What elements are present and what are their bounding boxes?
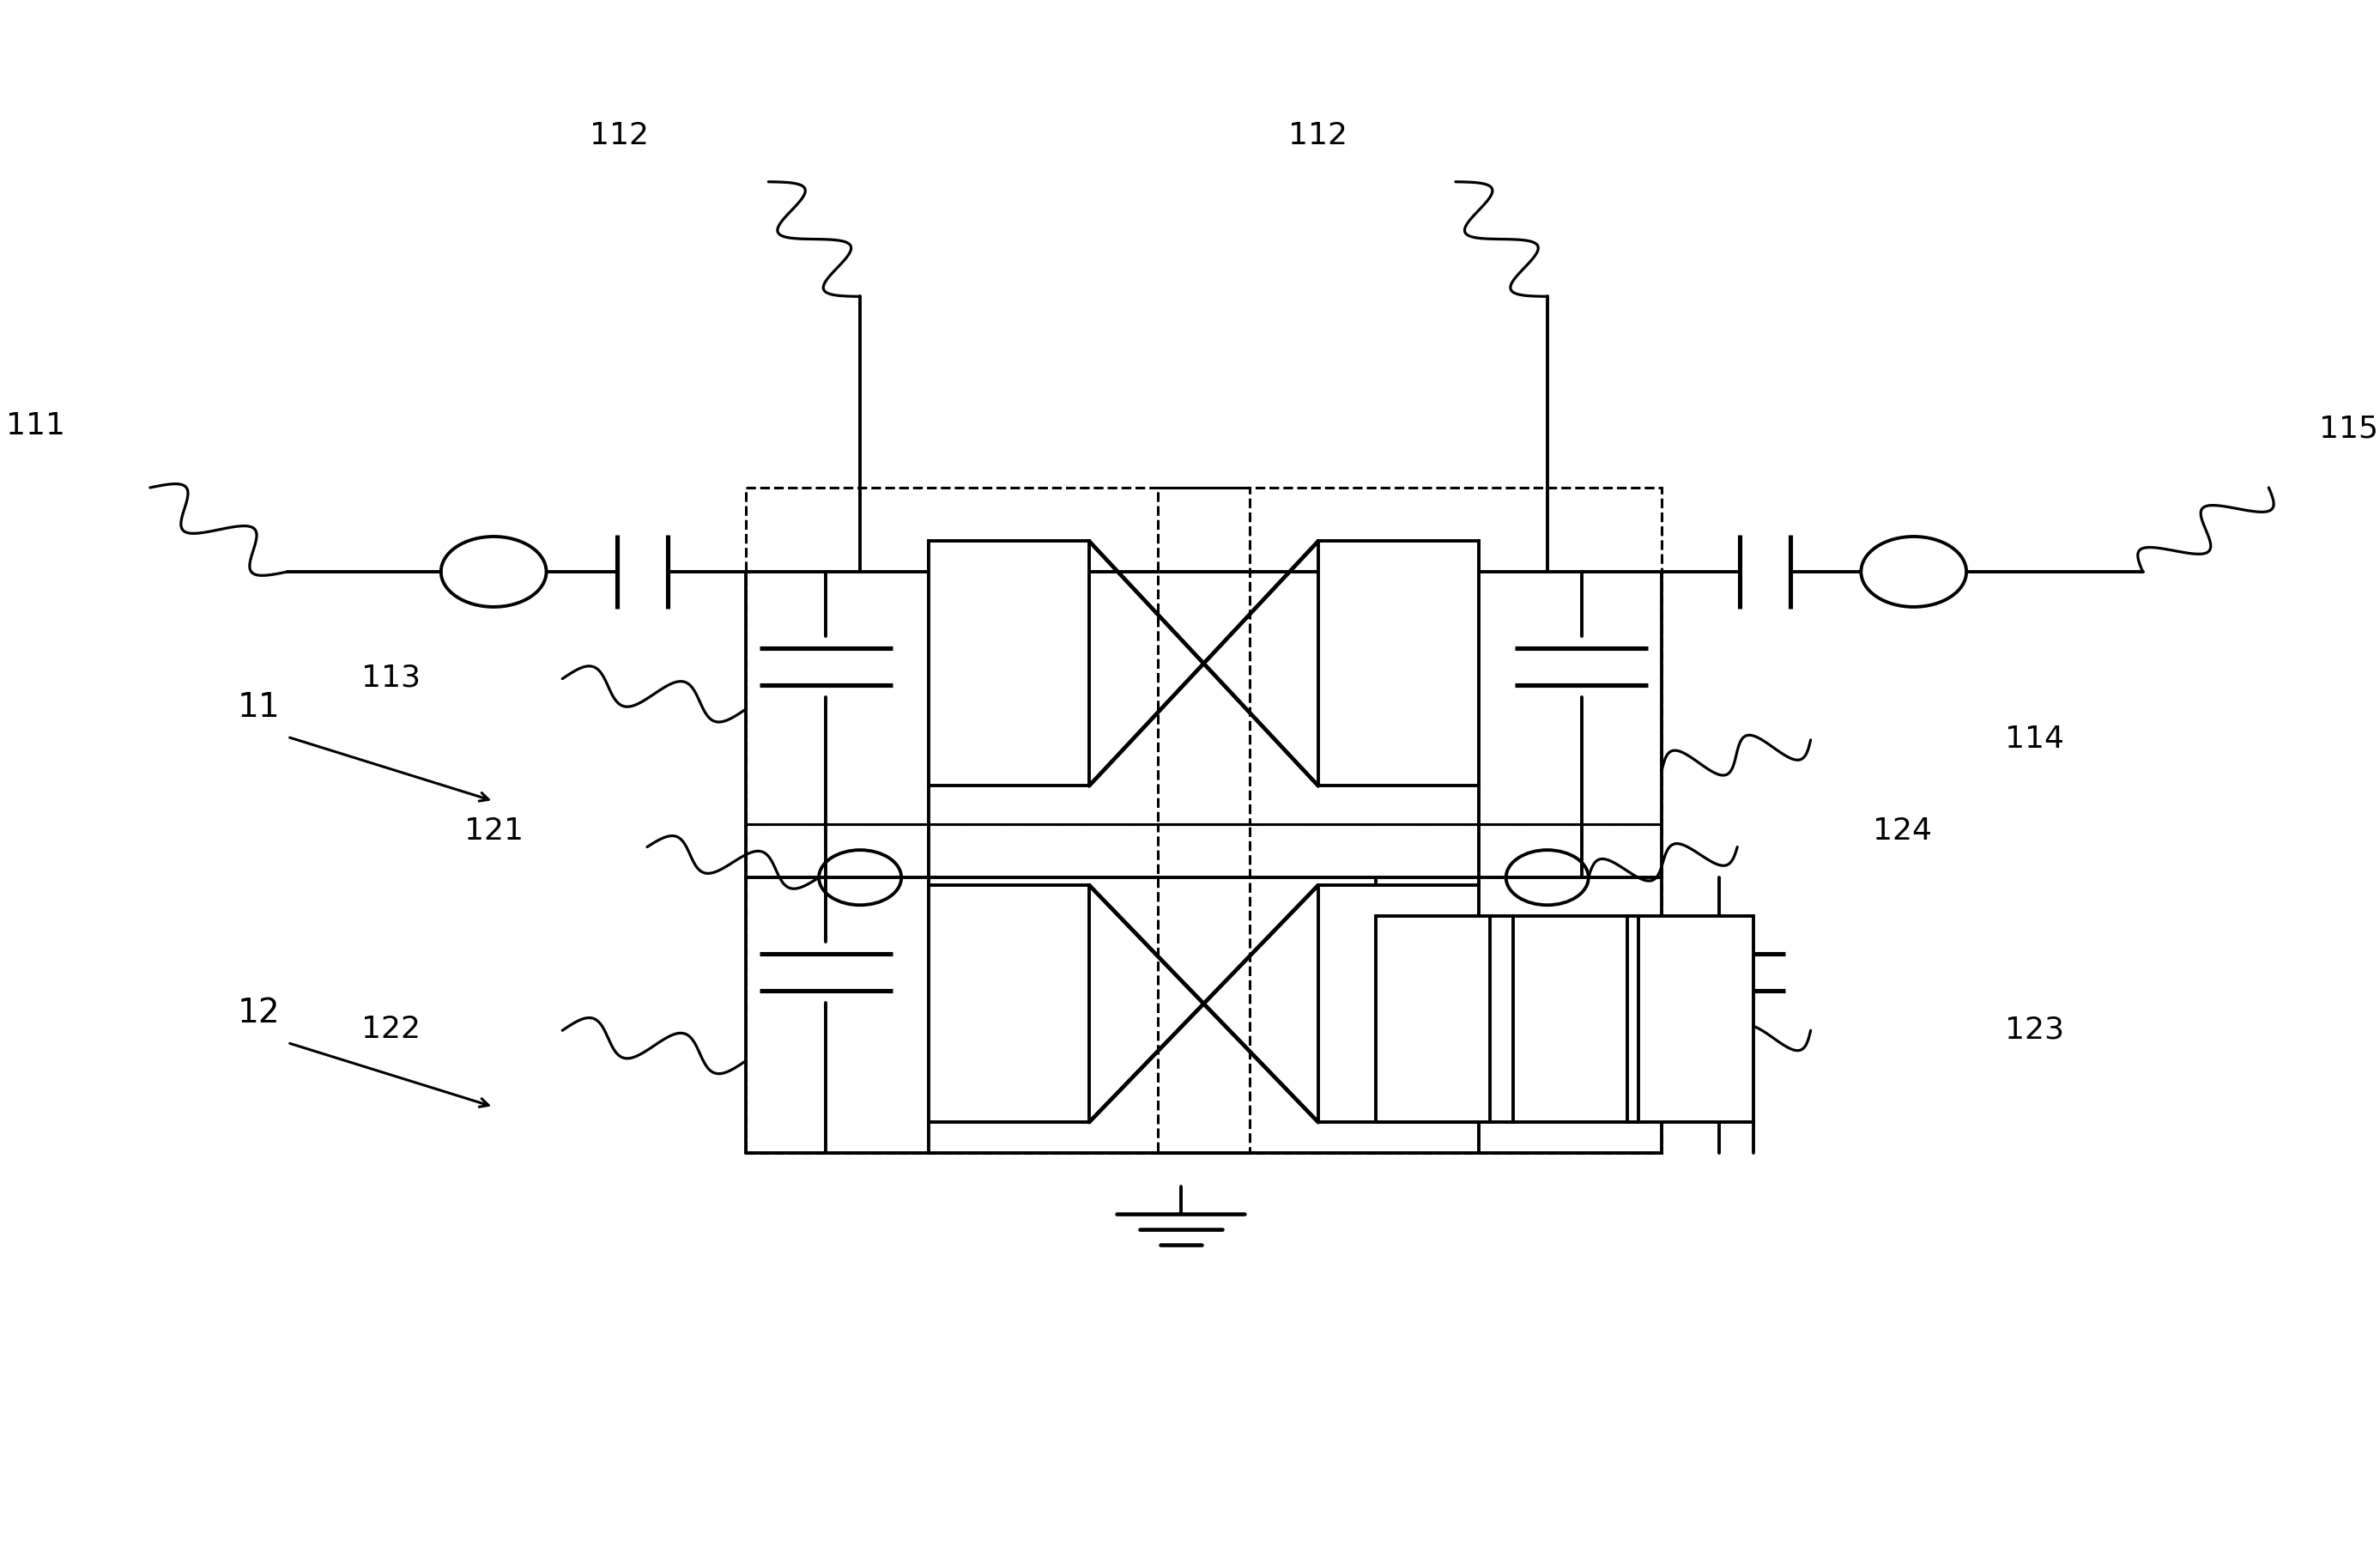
Bar <box>1319 885 1478 1122</box>
Text: 12: 12 <box>238 997 281 1029</box>
Bar <box>745 487 1250 824</box>
Bar <box>745 824 1250 1153</box>
Text: 114: 114 <box>2006 724 2063 754</box>
Text: 113: 113 <box>362 663 421 692</box>
Text: 124: 124 <box>1873 817 1933 846</box>
Text: 123: 123 <box>2006 1016 2063 1045</box>
Bar <box>928 885 1090 1122</box>
Text: 122: 122 <box>362 1016 421 1045</box>
Text: 11: 11 <box>238 692 281 724</box>
Text: 112: 112 <box>590 122 650 151</box>
Text: 121: 121 <box>464 817 524 846</box>
Bar <box>1319 541 1478 786</box>
Text: 115: 115 <box>2318 415 2378 444</box>
Bar <box>1159 487 1661 824</box>
Bar <box>928 541 1090 786</box>
Bar <box>1514 915 1628 1122</box>
Text: 112: 112 <box>1288 122 1347 151</box>
Bar <box>1640 915 1754 1122</box>
Bar <box>1376 915 1490 1122</box>
Bar <box>1159 824 1661 1153</box>
Text: 111: 111 <box>7 411 64 441</box>
